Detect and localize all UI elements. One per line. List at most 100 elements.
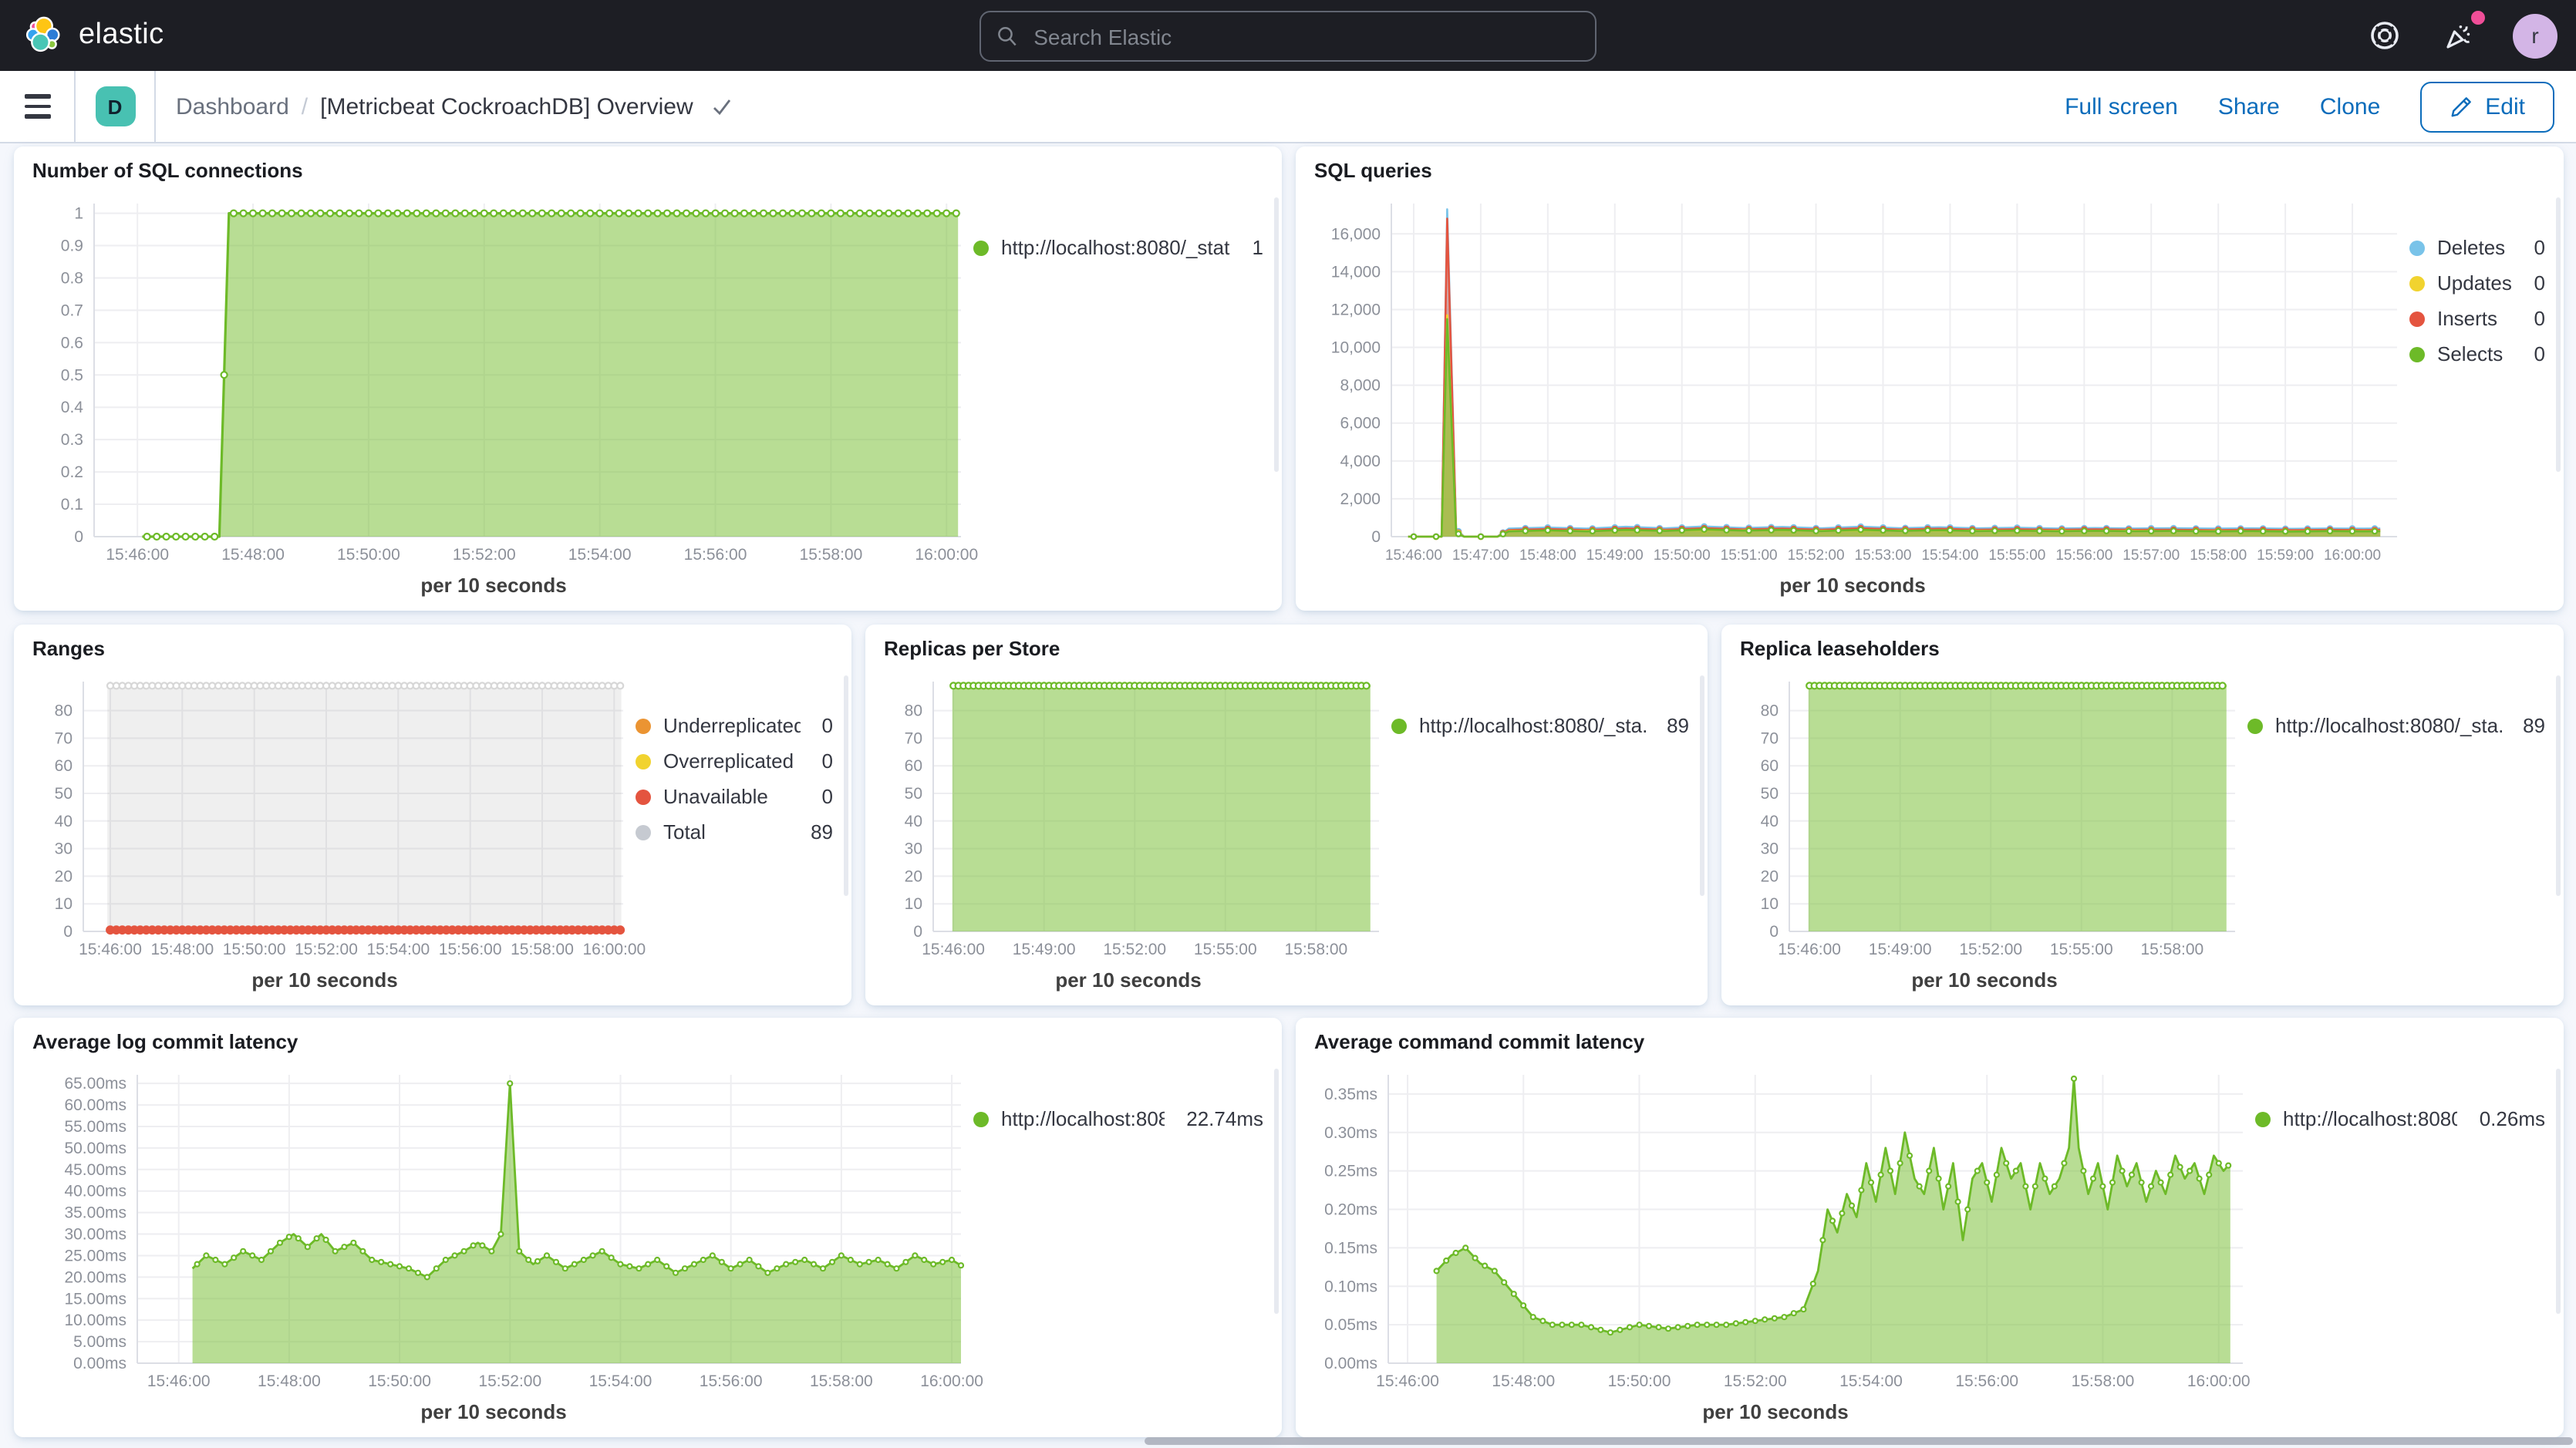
legend-item[interactable]: Deletes 0 xyxy=(2409,237,2545,259)
panel-title[interactable]: SQL queries xyxy=(1314,159,1432,182)
chart-area[interactable]: 15:46:00 15:49:00 15:52:00 15:55:00 15:58:00… xyxy=(1721,666,2247,965)
svg-text:6,000: 6,000 xyxy=(1340,415,1381,433)
legend-item[interactable]: Inserts 0 xyxy=(2409,308,2545,330)
news-feed-button[interactable] xyxy=(2439,11,2485,56)
legend-swatch xyxy=(2409,347,2425,362)
legend-item[interactable]: http://localhost:8080... 0.26ms xyxy=(2255,1108,2545,1130)
svg-text:16:00:00: 16:00:00 xyxy=(920,1372,983,1390)
svg-text:15:52:00: 15:52:00 xyxy=(1788,547,1845,564)
panel-title[interactable]: Average log commit latency xyxy=(32,1030,298,1053)
legend-label: http://localhost:8080... xyxy=(2283,1109,2458,1130)
svg-text:0: 0 xyxy=(63,923,72,941)
legend-item[interactable]: http://localhost:808... 22.74ms xyxy=(973,1108,1263,1130)
chart-wrap: 15:46:00 15:47:00 15:48:00 15:49:00 15:50:00… xyxy=(1296,188,2409,611)
legend-scrollbar[interactable] xyxy=(844,675,848,896)
panel-title[interactable]: Replica leaseholders xyxy=(1740,637,1940,660)
legend-item[interactable]: Unavailable 0 xyxy=(636,786,833,808)
svg-text:0.2: 0.2 xyxy=(61,463,83,481)
chart-area[interactable]: 15:46:00 15:49:00 15:52:00 15:55:00 15:58:00… xyxy=(865,666,1391,965)
svg-text:10: 10 xyxy=(905,895,922,913)
full-screen-button[interactable]: Full screen xyxy=(2065,93,2178,120)
edit-button[interactable]: Edit xyxy=(2420,81,2554,132)
legend-scrollbar[interactable] xyxy=(2556,197,2561,473)
svg-text:15:48:00: 15:48:00 xyxy=(1492,1372,1555,1390)
svg-text:15:48:00: 15:48:00 xyxy=(1519,547,1576,564)
title-check-icon[interactable] xyxy=(712,96,733,117)
legend-item[interactable]: Updates 0 xyxy=(2409,271,2545,295)
legend-value: 0 xyxy=(2534,271,2545,295)
svg-text:15:54:00: 15:54:00 xyxy=(589,1372,652,1390)
legend-swatch xyxy=(973,1112,989,1127)
legend-scrollbar[interactable] xyxy=(2556,1069,2561,1315)
legend-item[interactable]: Total 89 xyxy=(636,821,833,844)
svg-text:5.00ms: 5.00ms xyxy=(73,1333,126,1351)
svg-text:15:46:00: 15:46:00 xyxy=(1376,1372,1439,1390)
legend-item[interactable]: Underreplicated 0 xyxy=(636,715,833,737)
chart-area[interactable]: 15:46:00 15:48:00 15:50:00 15:52:00 15:54:00… xyxy=(14,666,646,965)
chart-legend: http://localhost:808... 22.74ms xyxy=(973,1059,1282,1437)
svg-text:40: 40 xyxy=(55,813,72,830)
legend-scrollbar[interactable] xyxy=(1274,1069,1279,1315)
page-title[interactable]: [Metricbeat CockroachDB] Overview xyxy=(320,93,693,120)
svg-text:15:49:00: 15:49:00 xyxy=(1869,941,1932,958)
svg-text:40: 40 xyxy=(1761,813,1779,830)
clone-button[interactable]: Clone xyxy=(2319,93,2381,120)
panel-body: 15:46:00 15:48:00 15:50:00 15:52:00 15:54:00… xyxy=(14,666,851,1005)
legend-item[interactable]: http://localhost:8080/_stat... 1 xyxy=(973,237,1263,259)
x-axis-label: per 10 seconds xyxy=(1055,968,1202,992)
chart-area[interactable]: 15:46:00 15:48:00 15:50:00 15:52:00 15:54:00… xyxy=(14,1059,983,1397)
svg-text:15:58:00: 15:58:00 xyxy=(511,941,574,958)
help-button[interactable] xyxy=(2365,15,2405,56)
user-avatar[interactable]: r xyxy=(2513,13,2557,58)
legend-swatch xyxy=(2409,241,2425,256)
svg-text:15:56:00: 15:56:00 xyxy=(1955,1372,2018,1390)
pencil-icon xyxy=(2451,96,2472,116)
svg-text:0.6: 0.6 xyxy=(61,334,83,352)
share-button[interactable]: Share xyxy=(2217,93,2280,120)
svg-text:15:48:00: 15:48:00 xyxy=(221,546,285,564)
chart-wrap: 15:46:00 15:48:00 15:50:00 15:52:00 15:54:00… xyxy=(14,666,646,1005)
legend-label: Total xyxy=(663,822,706,844)
search-input[interactable] xyxy=(1030,22,1580,50)
legend-item[interactable]: http://localhost:8080/_sta... 89 xyxy=(1391,715,1689,737)
horizontal-scrollbar-thumb[interactable] xyxy=(1145,1437,2573,1445)
svg-text:15:58:00: 15:58:00 xyxy=(1284,941,1347,958)
legend-item[interactable]: Overreplicated 0 xyxy=(636,749,833,773)
elastic-logo[interactable]: elastic xyxy=(22,14,164,57)
breadcrumb-dashboard-link[interactable]: Dashboard xyxy=(176,93,289,120)
svg-text:0.1: 0.1 xyxy=(61,496,83,514)
legend-item[interactable]: Selects 0 xyxy=(2409,343,2545,365)
space-badge[interactable]: D xyxy=(95,86,135,126)
svg-text:16:00:00: 16:00:00 xyxy=(2187,1372,2251,1390)
legend-value: 0 xyxy=(2534,236,2545,259)
chart-area[interactable]: 15:46:00 15:47:00 15:48:00 15:49:00 15:50:00… xyxy=(1296,188,2409,571)
legend-scrollbar[interactable] xyxy=(1274,197,1279,473)
x-axis-label: per 10 seconds xyxy=(420,1400,567,1423)
panel-title[interactable]: Ranges xyxy=(32,637,105,660)
svg-text:70: 70 xyxy=(1761,729,1779,747)
global-search[interactable] xyxy=(979,11,1597,62)
legend-item[interactable]: http://localhost:8080/_sta... 89 xyxy=(2247,715,2545,737)
panel-body: 15:46:00 15:49:00 15:52:00 15:55:00 15:58:00… xyxy=(865,666,1708,1005)
svg-text:80: 80 xyxy=(1761,702,1779,720)
panel-title[interactable]: Replicas per Store xyxy=(884,637,1060,660)
chart-area[interactable]: 15:46:00 15:48:00 15:50:00 15:52:00 15:54:00… xyxy=(1296,1059,2255,1397)
svg-text:80: 80 xyxy=(905,702,922,720)
chart-area[interactable]: 15:46:00 15:48:00 15:50:00 15:52:00 15:54:00… xyxy=(14,188,978,571)
legend-scrollbar[interactable] xyxy=(2556,675,2561,896)
panel-title[interactable]: Number of SQL connections xyxy=(32,159,303,182)
svg-text:15:48:00: 15:48:00 xyxy=(150,941,214,958)
menu-button[interactable] xyxy=(0,71,76,142)
legend-swatch xyxy=(2409,276,2425,291)
svg-text:25.00ms: 25.00ms xyxy=(64,1247,126,1264)
svg-text:15:46:00: 15:46:00 xyxy=(79,941,142,958)
panel-title[interactable]: Average command commit latency xyxy=(1314,1030,1645,1053)
chart-legend: Underreplicated 0 Overreplicated 0 Unavailab… xyxy=(636,666,851,1005)
svg-text:0.20ms: 0.20ms xyxy=(1324,1201,1377,1219)
legend-swatch xyxy=(2409,311,2425,327)
svg-text:0.00ms: 0.00ms xyxy=(1324,1355,1377,1372)
dashboard-nav-bar: D Dashboard / [Metricbeat CockroachDB] O… xyxy=(0,71,2576,143)
legend-scrollbar[interactable] xyxy=(1700,675,1704,896)
legend-value: 0 xyxy=(821,749,833,773)
